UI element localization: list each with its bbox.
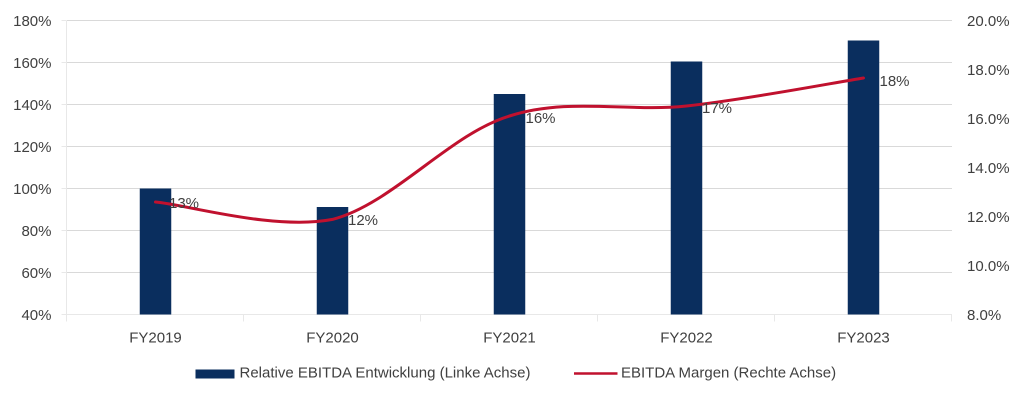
svg-text:120%: 120% — [13, 139, 51, 156]
svg-text:Relative EBITDA Entwicklung (L: Relative EBITDA Entwicklung (Linke Achse… — [240, 365, 531, 382]
svg-text:13%: 13% — [169, 195, 199, 212]
svg-text:FY2023: FY2023 — [837, 329, 890, 346]
svg-text:180%: 180% — [13, 13, 51, 30]
svg-text:12%: 12% — [348, 212, 378, 229]
svg-text:60%: 60% — [21, 265, 51, 282]
svg-text:100%: 100% — [13, 181, 51, 198]
svg-text:FY2020: FY2020 — [306, 329, 359, 346]
svg-text:FY2019: FY2019 — [129, 329, 182, 346]
svg-text:17%: 17% — [702, 100, 732, 117]
svg-text:FY2021: FY2021 — [483, 329, 536, 346]
svg-text:FY2022: FY2022 — [660, 329, 713, 346]
svg-text:12.0%: 12.0% — [967, 209, 1010, 226]
svg-text:18%: 18% — [880, 73, 910, 90]
svg-text:10.0%: 10.0% — [967, 258, 1010, 275]
svg-text:160%: 160% — [13, 55, 51, 72]
svg-text:14.0%: 14.0% — [967, 160, 1010, 177]
svg-text:80%: 80% — [21, 223, 51, 240]
svg-text:20.0%: 20.0% — [967, 13, 1010, 30]
svg-text:18.0%: 18.0% — [967, 62, 1010, 79]
svg-text:EBITDA Margen (Rechte Achse): EBITDA Margen (Rechte Achse) — [621, 365, 836, 382]
svg-text:16%: 16% — [526, 110, 556, 127]
svg-text:40%: 40% — [21, 307, 51, 324]
svg-text:8.0%: 8.0% — [967, 307, 1001, 324]
svg-text:140%: 140% — [13, 97, 51, 114]
svg-text:16.0%: 16.0% — [967, 111, 1010, 128]
